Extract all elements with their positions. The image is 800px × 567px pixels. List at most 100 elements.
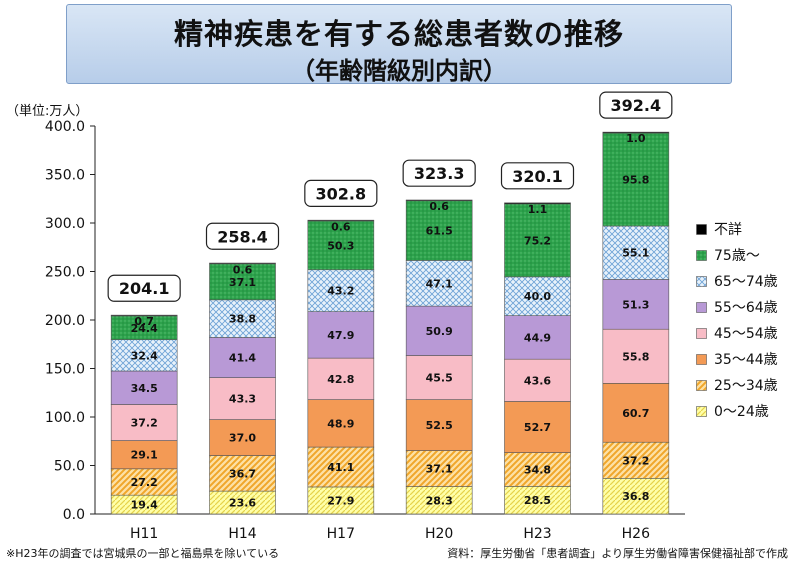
legend-label: 75歳〜 — [714, 248, 760, 264]
value-label: 27.9 — [327, 494, 354, 507]
bar-segment-unknown-H14 — [209, 262, 276, 265]
bar-segment-65-74-H20 — [405, 260, 473, 307]
value-label: 29.1 — [131, 449, 158, 462]
y-tick-label: 0.0 — [63, 507, 85, 523]
bar-segment-35-44-H11 — [110, 440, 178, 470]
bar-segment-45-54-H11 — [110, 404, 178, 441]
value-label: 37.2 — [622, 454, 649, 467]
value-label: 27.2 — [131, 476, 158, 489]
y-tick-label: 100.0 — [45, 410, 85, 426]
value-label: 52.5 — [426, 419, 453, 432]
value-label: 0.6 — [331, 220, 351, 233]
bar-segment-55-64-H23 — [504, 315, 571, 360]
value-label: 75.2 — [524, 234, 551, 247]
total-callout — [107, 274, 181, 302]
bar-segment-unknown-H17 — [307, 219, 375, 222]
value-label: 1.0 — [626, 132, 646, 145]
bar-segment-unknown-H11 — [110, 314, 178, 317]
bar-segment-75+-H17 — [307, 220, 375, 271]
total-callout — [599, 91, 673, 119]
legend-label: 65〜74歳 — [714, 274, 778, 290]
bar-segment-0-24-H20 — [405, 486, 473, 515]
x-tick-label: H20 — [425, 526, 453, 542]
bar-segment-0-24-H17 — [307, 486, 375, 515]
value-label: 42.8 — [327, 373, 354, 386]
y-tick-label: 400.0 — [45, 119, 85, 135]
value-label: 52.7 — [524, 421, 551, 434]
value-label: 47.9 — [327, 329, 354, 342]
total-label: 392.4 — [611, 96, 662, 115]
legend-item-0-24: 0〜24歳 — [696, 398, 778, 424]
value-label: 37.2 — [131, 417, 158, 430]
value-label: 37.1 — [229, 276, 256, 289]
bar-segment-75+-H20 — [405, 200, 473, 261]
legend-item-45-54: 45〜54歳 — [696, 320, 778, 346]
x-tick-label: H14 — [228, 526, 256, 542]
value-label: 19.4 — [131, 499, 158, 512]
bar-segment-65-74-H14 — [209, 299, 276, 338]
bar-segment-unknown-H20 — [405, 199, 473, 202]
legend-item-55-64: 55〜64歳 — [696, 294, 778, 320]
value-label: 50.9 — [426, 325, 453, 338]
bar-segment-unknown-H26 — [602, 131, 670, 134]
value-label: 95.8 — [622, 174, 649, 187]
value-label: 24.4 — [131, 322, 158, 335]
legend-swatch — [696, 223, 707, 235]
bar-segment-75+-H14 — [209, 263, 276, 301]
value-label: 41.4 — [229, 352, 256, 365]
bar-segment-25-34-H17 — [307, 446, 375, 488]
total-callout — [402, 159, 476, 187]
legend-swatch — [696, 353, 707, 365]
value-label: 23.6 — [229, 497, 256, 510]
bar-segment-35-44-H23 — [504, 401, 571, 453]
value-label: 45.5 — [426, 372, 453, 385]
legend-swatch — [696, 275, 707, 287]
unit-label: （単位:万人） — [6, 104, 89, 119]
bar-segment-55-64-H14 — [209, 337, 276, 378]
y-tick-label: 350.0 — [45, 168, 85, 184]
legend-item-unknown: 不詳 — [696, 216, 778, 242]
value-label: 1.1 — [528, 203, 548, 216]
value-label: 36.7 — [229, 467, 256, 480]
value-label: 38.8 — [229, 313, 256, 326]
legend-label: 0〜24歳 — [714, 404, 769, 420]
value-label: 55.1 — [622, 247, 649, 260]
bar-segment-25-34-H23 — [504, 452, 571, 487]
value-label: 48.9 — [327, 417, 354, 430]
bar-segment-0-24-H23 — [504, 486, 571, 515]
bar-segment-55-64-H26 — [602, 279, 670, 330]
bar-segment-55-64-H20 — [405, 305, 473, 356]
chart-title: 精神疾患を有する総患者数の推移 — [173, 17, 624, 51]
title-box: 精神疾患を有する総患者数の推移 （年齢階級別内訳） — [66, 4, 732, 85]
total-callout — [500, 162, 575, 190]
y-tick-label: 50.0 — [54, 459, 85, 475]
legend-item-25-34: 25〜34歳 — [696, 372, 778, 398]
x-tick-label: H26 — [622, 526, 650, 542]
x-tick-label: H23 — [523, 526, 551, 542]
bar-segment-25-34-H14 — [209, 455, 276, 492]
legend-swatch — [696, 327, 707, 339]
value-label: 60.7 — [622, 407, 649, 420]
value-label: 61.5 — [426, 225, 453, 238]
value-label: 37.1 — [426, 463, 453, 476]
value-label: 40.0 — [524, 290, 551, 303]
y-tick-label: 250.0 — [45, 265, 85, 281]
legend-item-75+: 75歳〜 — [696, 242, 778, 268]
legend-swatch — [696, 301, 707, 313]
bar-segment-35-44-H20 — [405, 399, 473, 451]
bar-segment-45-54-H23 — [504, 358, 571, 402]
bar-segment-35-44-H17 — [307, 399, 375, 448]
x-tick-label: H17 — [327, 526, 355, 542]
bar-segment-35-44-H26 — [602, 383, 670, 443]
legend-label: 35〜44歳 — [714, 352, 778, 368]
value-label: 50.3 — [327, 239, 354, 252]
total-label: 258.4 — [217, 227, 268, 246]
value-label: 43.6 — [524, 374, 551, 387]
bar-segment-65-74-H23 — [504, 276, 571, 316]
value-label: 28.3 — [426, 494, 453, 507]
value-label: 55.8 — [622, 350, 649, 363]
value-label: 0.6 — [429, 200, 449, 213]
total-label: 302.8 — [316, 184, 367, 203]
y-tick-label: 300.0 — [45, 216, 85, 232]
